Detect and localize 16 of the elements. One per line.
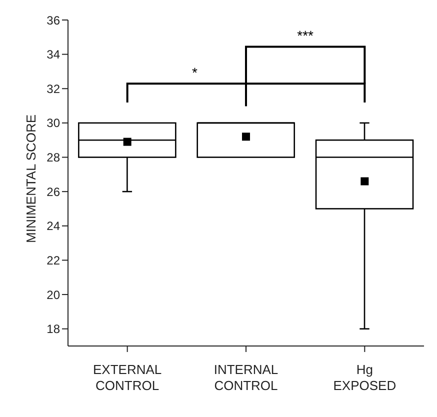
- annotation: *: [192, 64, 198, 81]
- y-tick-label: 30: [46, 116, 60, 130]
- y-tick-label: 18: [46, 322, 60, 336]
- annotation: ***: [297, 28, 314, 44]
- y-tick-label: 28: [46, 150, 60, 165]
- y-tick-label: 34: [46, 48, 60, 62]
- y-tick-label: 32: [46, 82, 60, 96]
- x-tick-label: INTERNAL CONTROL: [214, 362, 278, 393]
- y-tick-label: 22: [46, 253, 60, 268]
- y-tick-label: 24: [46, 219, 60, 234]
- x-tick-label: EXTERNAL CONTROL: [93, 362, 162, 393]
- y-tick-label: 20: [46, 288, 60, 302]
- y-axis-title: MINIMENTAL SCORE: [24, 114, 39, 243]
- y-tick-label: 36: [46, 13, 60, 28]
- y-tick-label: 26: [46, 184, 60, 199]
- x-tick-label: Hg EXPOSED: [333, 362, 396, 393]
